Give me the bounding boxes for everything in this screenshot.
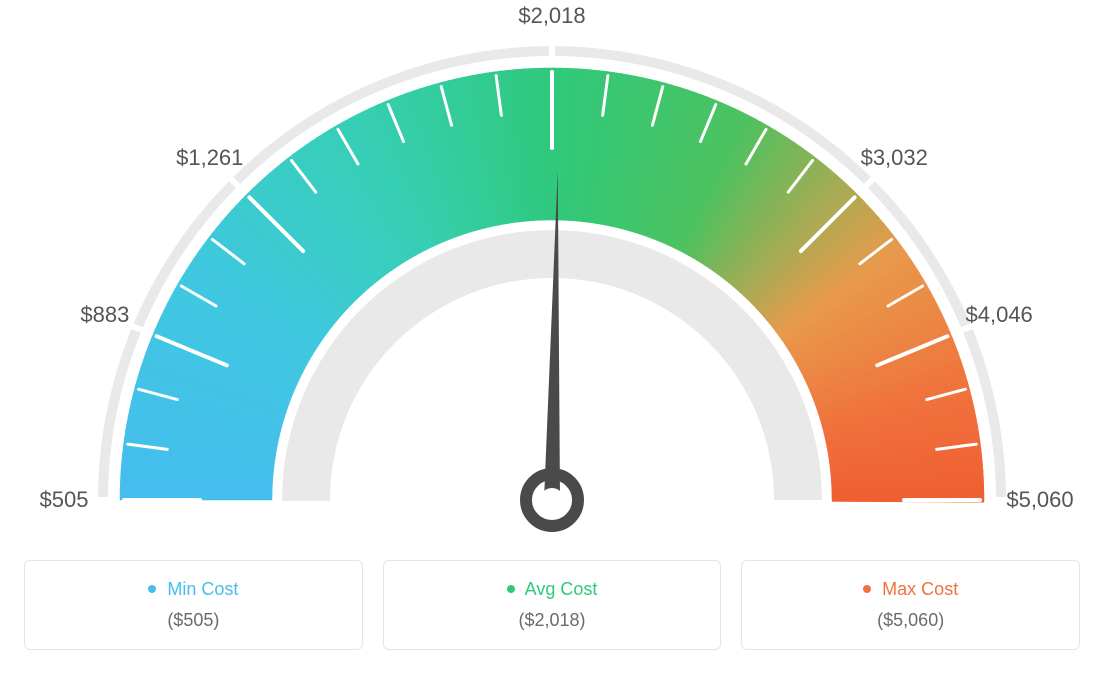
legend-min: Min Cost ($505): [24, 560, 363, 650]
legend-min-value: ($505): [35, 610, 352, 631]
legend-row: Min Cost ($505) Avg Cost ($2,018) Max Co…: [0, 560, 1104, 650]
dot-avg: [507, 585, 515, 593]
tick-label: $4,046: [966, 302, 1033, 327]
cost-gauge: $505 $883 $1,261 $2,018 $3,032 $4,046 $5,060: [0, 0, 1104, 560]
legend-avg-value: ($2,018): [394, 610, 711, 631]
tick-label: $505: [40, 487, 89, 512]
tick-label: $883: [80, 302, 129, 327]
tick-label: $5,060: [1006, 487, 1073, 512]
legend-min-title: Min Cost: [35, 579, 352, 600]
gauge-container: $505 $883 $1,261 $2,018 $3,032 $4,046 $5,060: [0, 0, 1104, 560]
tick-label: $3,032: [861, 145, 928, 170]
legend-avg: Avg Cost ($2,018): [383, 560, 722, 650]
legend-min-label: Min Cost: [167, 579, 238, 599]
tick-label: $1,261: [176, 145, 243, 170]
legend-max: Max Cost ($5,060): [741, 560, 1080, 650]
tick-label: $2,018: [518, 3, 585, 28]
legend-max-title: Max Cost: [752, 579, 1069, 600]
legend-max-label: Max Cost: [882, 579, 958, 599]
legend-avg-label: Avg Cost: [525, 579, 598, 599]
legend-avg-title: Avg Cost: [394, 579, 711, 600]
dot-min: [148, 585, 156, 593]
dot-max: [863, 585, 871, 593]
legend-max-value: ($5,060): [752, 610, 1069, 631]
